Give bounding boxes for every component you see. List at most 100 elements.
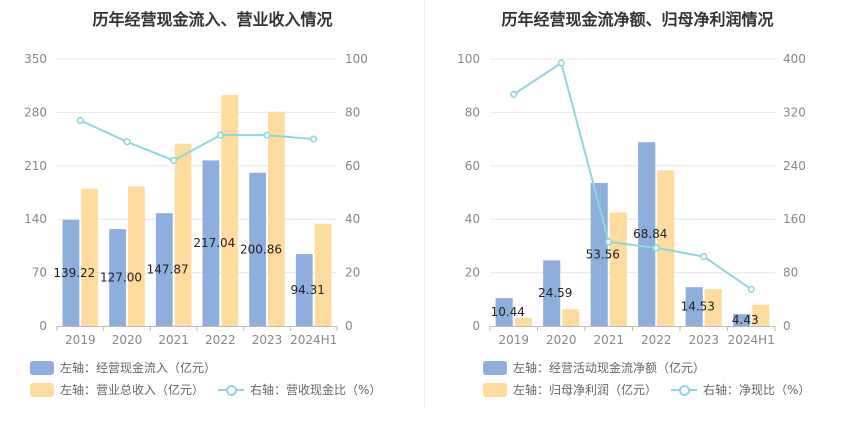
data-label: 53.56 [586,247,620,261]
x-tick-label: 2023 [252,333,283,347]
x-tick-label: 2019 [65,333,96,347]
y-left-tick-label: 210 [24,159,47,173]
legend-item[interactable]: 左轴：营业总收入（亿元） [30,379,204,401]
bar-series-2 [221,94,239,327]
bar-series-2 [128,186,145,326]
chart-legend: 左轴：经营现金流入（亿元） 左轴：营业总收入（亿元） 右轴：营收现金比（%） [30,357,395,401]
legend-label: 右轴：营收现金比（%） [250,383,382,397]
chart-title: 历年经营现金流入、营业收入情况 [92,10,333,29]
x-tick-label: 2021 [158,333,189,347]
bar-series-2 [609,212,627,326]
data-label: 24.59 [538,286,572,300]
legend-swatch-bar-blue [483,361,507,375]
y-right-tick-label: 20 [345,266,360,280]
data-label: 94.31 [290,283,324,297]
y-right-tick-label: 0 [783,319,791,333]
bar-series-1 [638,142,656,326]
x-tick-label: 2020 [546,333,577,347]
y-right-tick-label: 240 [783,159,806,173]
line-point [76,116,84,125]
line-point [652,244,660,252]
bar-series-2 [657,170,675,326]
x-tick-label: 2020 [112,333,143,347]
legend-item[interactable]: 左轴：经营现金流入（亿元） [30,357,216,379]
bar-series-2 [562,309,580,326]
bar-series-2 [752,304,770,326]
legend-label: 左轴：经营活动现金流净额（亿元） [513,361,706,375]
y-left-tick-label: 20 [465,266,480,280]
y-left-tick-label: 100 [457,52,480,66]
bar-series-1 [295,254,313,326]
y-right-tick-label: 0 [345,319,353,333]
legend-item[interactable]: 左轴：归母净利润（亿元） [483,379,657,401]
legend-item[interactable]: 右轴：净现比（%） [671,379,810,401]
chart-panel-cashflow-revenue: 历年经营现金流入、营业收入情况 0 70 140 210 280 350 0 20 40 60 80… [24,10,395,401]
data-label: 10.44 [491,305,525,319]
chart-title: 历年经营现金流净额、归母净利润情况 [501,10,774,29]
y-left-tick-label: 0 [472,319,480,333]
bar-series-2 [514,317,532,326]
bar-series-1 [202,160,220,326]
line-point [605,238,613,246]
y-right-tick-label: 100 [345,52,368,66]
line-point [557,59,565,67]
y-left-tick-label: 40 [465,212,480,226]
x-tick-label: 2022 [641,333,672,347]
bar-series-2 [174,143,192,326]
legend-label: 左轴：营业总收入（亿元） [60,383,205,397]
legend-label: 左轴：经营现金流入（亿元） [60,361,217,375]
y-right-tick-label: 40 [345,212,360,226]
x-tick-label: 2022 [205,333,236,347]
bar-series-2 [314,223,332,326]
bar-series-1 [62,219,80,326]
legend-line-icon [218,383,245,397]
legend-label: 右轴：净现比（%） [703,383,811,397]
x-tick-label: 2019 [498,333,529,347]
legend-swatch-bar-orange [30,383,54,397]
x-tick-label: 2024H1 [728,333,775,347]
bar-series-1 [685,287,703,326]
line-point [700,252,708,261]
chart-plot: 0 20 40 60 80 100 0 80 160 240 320 400 2019 2020 2021 2… [457,52,806,347]
legend-item[interactable]: 右轴：营收现金比（%） [218,379,381,401]
x-tick-label: 2023 [688,333,719,347]
chart-legend: 左轴：经营活动现金流净额（亿元） 左轴：归母净利润（亿元） 右轴：净现比（%） [483,357,824,401]
chart-panel-netcash-profit: 历年经营现金流净额、归母净利润情况 0 20 40 60 80 100 0 80 160 240 3… [425,0,850,437]
y-left-tick-label: 140 [24,212,47,226]
line-point [170,156,178,165]
data-label: 4.43 [732,313,759,327]
bar-series-2 [704,289,722,326]
x-tick-label: 2021 [593,333,624,347]
y-right-tick-label: 60 [345,159,360,173]
line-point [310,135,318,143]
y-left-tick-label: 80 [465,105,480,119]
line-point [263,131,271,139]
data-label: 139.22 [53,266,95,280]
legend-swatch-bar-blue [30,361,54,375]
legend-item[interactable]: 左轴：经营活动现金流净额（亿元） [483,357,705,379]
line-point [510,90,518,98]
data-label: 200.86 [240,242,282,256]
legend-label: 左轴：归母净利润（亿元） [513,383,658,397]
panel-divider [424,0,425,408]
y-left-tick-label: 0 [39,319,47,333]
y-left-tick-label: 350 [24,52,47,66]
y-right-tick-label: 80 [783,266,798,280]
bar-series-1 [543,260,561,326]
x-tick-label: 2024H1 [290,333,337,347]
y-right-tick-label: 160 [783,212,806,226]
line-series [513,61,752,291]
y-left-tick-label: 60 [465,159,480,173]
data-label: 68.84 [633,227,667,241]
data-label: 217.04 [193,236,235,250]
line-point [216,131,224,139]
y-left-tick-label: 70 [32,266,47,280]
line-series [79,119,314,162]
y-left-tick-label: 280 [24,105,47,119]
data-label: 14.53 [681,300,715,314]
y-right-tick-label: 80 [345,105,360,119]
chart-plot: 0 70 140 210 280 350 0 20 40 60 80 100 2019 2020 2021 2… [24,52,368,347]
bar-series-1 [109,229,126,326]
bar-series-2 [81,188,99,326]
